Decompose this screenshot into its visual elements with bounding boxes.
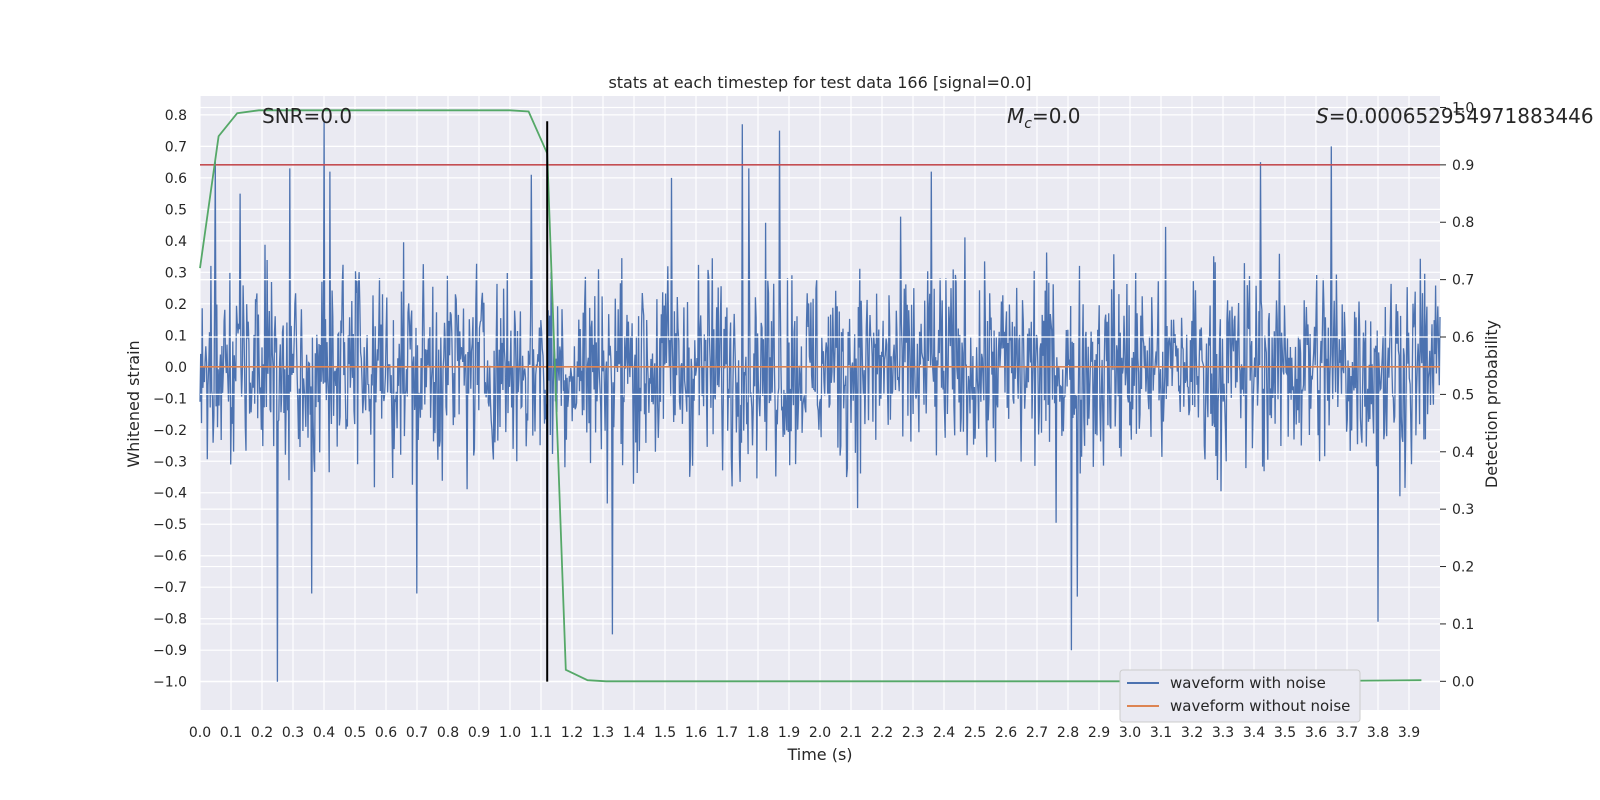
y-left-tick-label-11: −0.3 xyxy=(153,454,187,470)
s-symbol: S xyxy=(1316,104,1329,128)
y-left-tick-label-3: 0.5 xyxy=(165,202,187,218)
y-right-tick-label-1: 0.9 xyxy=(1452,158,1474,174)
detection-probability-line xyxy=(199,109,1422,683)
x-tick-label-27: 2.7 xyxy=(1026,725,1048,741)
x-tick-label-12: 1.2 xyxy=(561,725,583,741)
legend-label-noise: waveform with noise xyxy=(1170,674,1326,692)
y-left-tick-label-4: 0.4 xyxy=(165,234,187,250)
y-left-tick-label-2: 0.6 xyxy=(165,171,187,187)
s-value: =0.000652954971883446 xyxy=(1329,104,1594,128)
x-tick-label-6: 0.6 xyxy=(375,725,397,741)
x-tick-label-35: 3.5 xyxy=(1274,725,1296,741)
x-tick-label-15: 1.5 xyxy=(654,725,676,741)
x-tick-label-10: 1.0 xyxy=(499,725,521,741)
y-right-tick-label-8: 0.2 xyxy=(1452,560,1474,576)
legend-box xyxy=(1119,669,1361,723)
x-tick-label-8: 0.8 xyxy=(437,725,459,741)
y-left-tick-label-8: 0.0 xyxy=(165,360,187,376)
x-axis-ticks: 0.0 0.1 0.2 0.3 0.4 0.5 0.6 0.7 0.8 0.9 1.0 1.1 1.2 1… xyxy=(189,725,1420,741)
x-tick-label-5: 0.5 xyxy=(344,725,366,741)
y-right-tick-label-3: 0.7 xyxy=(1452,273,1474,289)
y-left-tick-label-0: 0.8 xyxy=(165,108,187,124)
x-tick-label-18: 1.8 xyxy=(747,725,769,741)
x-tick-label-17: 1.7 xyxy=(716,725,738,741)
s-annotation: S=0.000652954971883446 xyxy=(1316,104,1594,128)
y-right-tick-label-9: 0.1 xyxy=(1452,617,1474,633)
y-left-tick-label-6: 0.2 xyxy=(165,297,187,313)
x-tick-label-9: 0.9 xyxy=(468,725,490,741)
x-tick-label-31: 3.1 xyxy=(1150,725,1172,741)
y-axis-left-ticks: 0.8 0.7 0.6 0.5 0.4 0.3 0.2 0.1 0.0 −0.1 −0.2 −0.3 −… xyxy=(153,108,187,691)
x-tick-label-13: 1.3 xyxy=(592,725,614,741)
mc-annotation: Mc=0.0 xyxy=(1007,104,1081,132)
x-tick-label-29: 2.9 xyxy=(1088,725,1110,741)
y-axis-right-label: Detection probability xyxy=(1482,320,1501,488)
x-tick-label-23: 2.3 xyxy=(902,725,924,741)
x-tick-label-26: 2.6 xyxy=(995,725,1017,741)
y-left-tick-label-12: −0.4 xyxy=(153,486,187,502)
mc-value: =0.0 xyxy=(1032,104,1081,128)
x-tick-label-36: 3.6 xyxy=(1305,725,1327,741)
x-tick-label-11: 1.1 xyxy=(530,725,552,741)
x-axis-label: Time (s) xyxy=(786,745,852,764)
y-right-tick-label-0: 1.0 xyxy=(1452,100,1474,116)
y-right-tick-label-4: 0.6 xyxy=(1452,330,1474,346)
mc-symbol: M xyxy=(1007,104,1024,128)
y-right-tick-label-10: 0.0 xyxy=(1452,674,1474,690)
y-left-tick-label-18: −1.0 xyxy=(153,675,187,691)
noise-waveform-line xyxy=(199,121,1441,682)
y-left-tick-label-17: −0.9 xyxy=(153,643,187,659)
waveform-with-noise-series xyxy=(199,121,1441,682)
chart-title: stats at each timestep for test data 166… xyxy=(608,73,1031,92)
y-right-tick-label-5: 0.5 xyxy=(1452,387,1474,403)
y-left-tick-label-14: −0.6 xyxy=(153,549,187,565)
x-tick-label-28: 2.8 xyxy=(1057,725,1079,741)
mc-subscript: c xyxy=(1024,116,1032,132)
y-left-tick-label-9: −0.1 xyxy=(153,391,187,407)
legend: waveform with noise waveform without noi… xyxy=(1119,669,1361,723)
y-axis-right-ticks: 1.0 0.9 0.8 0.7 0.6 0.5 0.4 0.3 0.2 0.1 0.0 xyxy=(1440,100,1474,690)
overlay-lines xyxy=(199,109,1440,683)
x-tick-label-7: 0.7 xyxy=(406,725,428,741)
y-right-tick-label-7: 0.3 xyxy=(1452,502,1474,518)
x-tick-label-4: 0.4 xyxy=(313,725,335,741)
y-right-tick-label-2: 0.8 xyxy=(1452,215,1474,231)
y-left-tick-label-1: 0.7 xyxy=(165,139,187,155)
y-left-tick-label-13: −0.5 xyxy=(153,517,187,533)
x-tick-label-24: 2.4 xyxy=(933,725,955,741)
x-tick-label-39: 3.9 xyxy=(1398,725,1420,741)
snr-annotation: SNR=0.0 xyxy=(262,104,352,128)
x-tick-label-16: 1.6 xyxy=(685,725,707,741)
x-tick-label-0: 0.0 xyxy=(189,725,211,741)
x-tick-label-14: 1.4 xyxy=(623,725,645,741)
x-tick-label-1: 0.1 xyxy=(220,725,242,741)
legend-label-clean: waveform without noise xyxy=(1170,697,1350,715)
x-tick-label-25: 2.5 xyxy=(964,725,986,741)
x-tick-label-21: 2.1 xyxy=(840,725,862,741)
y-axis-left-label: Whitened strain xyxy=(124,340,143,467)
y-right-tick-label-6: 0.4 xyxy=(1452,445,1474,461)
y-left-tick-label-10: −0.2 xyxy=(153,423,187,439)
y-left-tick-label-16: −0.8 xyxy=(153,612,187,628)
x-tick-label-22: 2.2 xyxy=(871,725,893,741)
y-left-tick-label-15: −0.7 xyxy=(153,580,187,596)
x-tick-label-19: 1.9 xyxy=(778,725,800,741)
x-tick-label-20: 2.0 xyxy=(809,725,831,741)
y-left-tick-label-7: 0.1 xyxy=(165,328,187,344)
y-left-tick-label-5: 0.3 xyxy=(165,265,187,281)
x-tick-label-2: 0.2 xyxy=(251,725,273,741)
x-tick-label-32: 3.2 xyxy=(1181,725,1203,741)
x-tick-label-33: 3.3 xyxy=(1212,725,1234,741)
x-tick-label-30: 3.0 xyxy=(1119,725,1141,741)
x-tick-label-38: 3.8 xyxy=(1367,725,1389,741)
x-tick-label-3: 0.3 xyxy=(282,725,304,741)
x-tick-label-37: 3.7 xyxy=(1336,725,1358,741)
x-tick-label-34: 3.4 xyxy=(1243,725,1265,741)
